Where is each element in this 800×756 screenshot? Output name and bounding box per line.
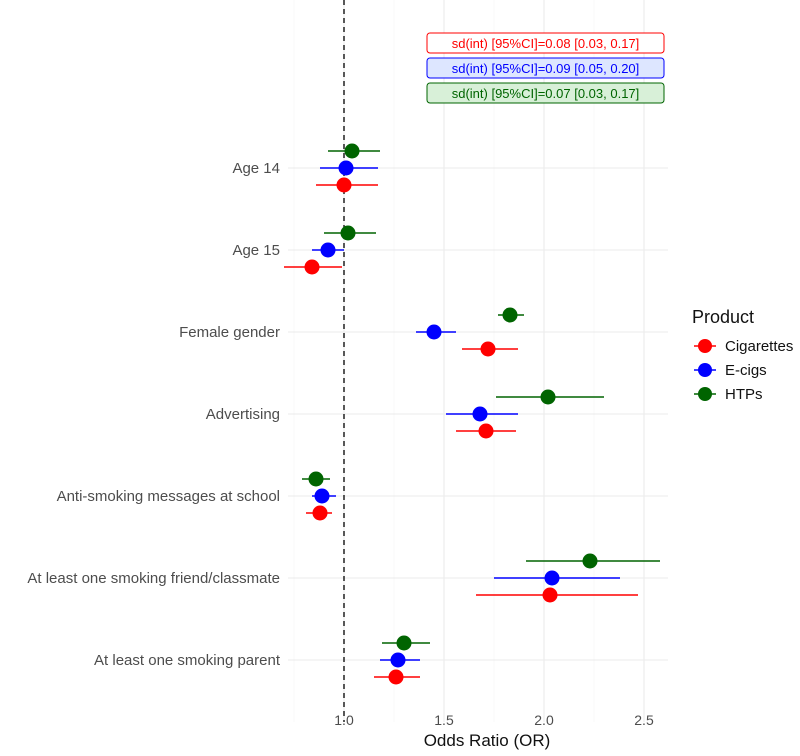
x-tick-label: 1.0 [334,712,354,728]
legend-item-htps: HTPs [694,386,763,403]
point-cigarettes [312,505,328,521]
legend-key-dot [698,339,712,353]
y-tick-label: Age 14 [232,160,280,177]
annotation-3: sd(int) [95%CI]=0.07 [0.03, 0.17] [426,82,665,104]
legend-item-cigarettes: Cigarettes [694,338,793,355]
x-tick-label: 1.5 [434,712,454,728]
legend-label: Cigarettes [725,338,793,355]
series-group [284,143,660,685]
series-htps [302,143,660,651]
y-tick-label: At least one smoking friend/classmate [27,570,280,587]
point-htps [344,143,360,159]
annotation-2: sd(int) [95%CI]=0.09 [0.05, 0.20] [426,57,665,79]
annotation-box [426,82,665,104]
y-tick-label: Advertising [206,406,280,423]
point-e-cigs [472,406,488,422]
point-e-cigs [390,652,406,668]
y-tick-label: Female gender [179,324,280,341]
point-htps [396,635,412,651]
point-htps [340,225,356,241]
annotation-text: sd(int) [95%CI]=0.07 [0.03, 0.17] [452,86,640,101]
legend-label: E-cigs [725,362,767,379]
y-tick-label: At least one smoking parent [94,652,281,669]
point-cigarettes [388,669,404,685]
y-axis-labels: Age 14 Age 15 Female gender Advertising Anti… [27,160,280,669]
legend-label: HTPs [725,386,763,403]
legend-key-dot [698,387,712,401]
point-e-cigs [314,488,330,504]
annotation-text: sd(int) [95%CI]=0.09 [0.05, 0.20] [452,61,640,76]
series-cigarettes [284,177,638,685]
point-htps [502,307,518,323]
x-tick-label: 2.5 [634,712,654,728]
point-cigarettes [304,259,320,275]
y-tick-label: Anti-smoking messages at school [57,488,280,505]
point-e-cigs [426,324,442,340]
annotation-1: sd(int) [95%CI]=0.08 [0.03, 0.17] [426,32,665,54]
grid [288,0,668,722]
point-cigarettes [542,587,558,603]
legend: Product Cigarettes E-cigs HTPs [692,307,793,403]
point-htps [308,471,324,487]
legend-item-e-cigs: E-cigs [694,362,767,379]
legend-title: Product [692,307,754,327]
annotation-text: sd(int) [95%CI]=0.08 [0.03, 0.17] [452,36,640,51]
annotation-box [426,32,665,54]
legend-key-dot [698,363,712,377]
point-htps [540,389,556,405]
point-cigarettes [480,341,496,357]
x-axis-title: Odds Ratio (OR) [424,731,551,750]
y-tick-label: Age 15 [232,242,280,259]
annotation-box [426,57,665,79]
point-e-cigs [544,570,560,586]
point-cigarettes [478,423,494,439]
point-cigarettes [336,177,352,193]
point-htps [582,553,598,569]
point-e-cigs [320,242,336,258]
x-tick-label: 2.0 [534,712,554,728]
point-e-cigs [338,160,354,176]
series-e-cigs [312,160,620,668]
x-axis-ticks: 1.0 1.5 2.0 2.5 [334,712,654,728]
annotations: sd(int) [95%CI]=0.08 [0.03, 0.17] sd(int)… [426,32,665,104]
